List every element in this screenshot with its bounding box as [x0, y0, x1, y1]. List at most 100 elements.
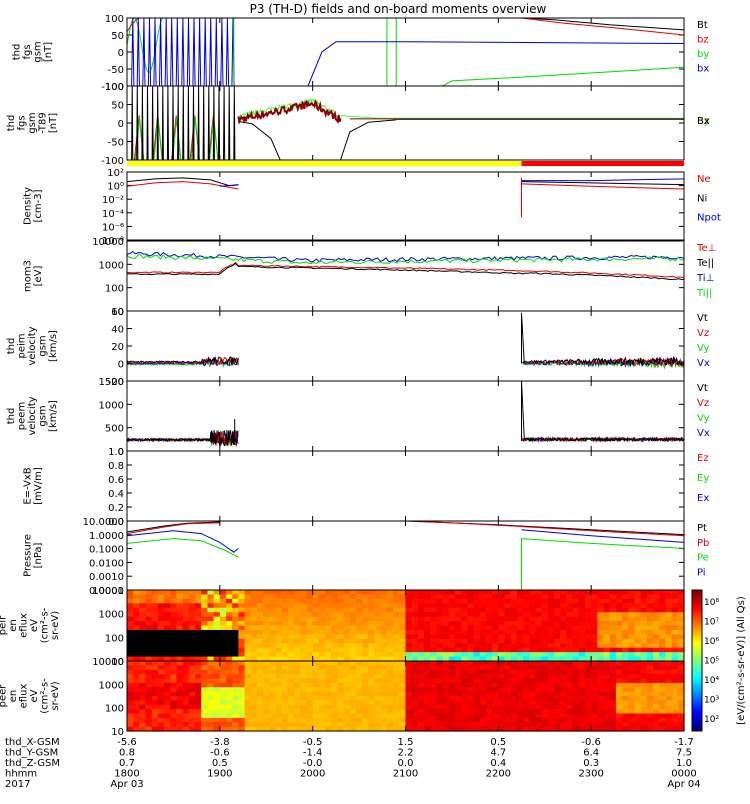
spectrogram-cell	[523, 638, 530, 644]
spectrogram-cell	[547, 603, 555, 609]
spectrogram-cell	[597, 696, 605, 701]
spectrogram-cell	[368, 590, 376, 596]
spectrogram-cell	[238, 682, 246, 688]
spectrogram-cell	[547, 594, 555, 600]
spectrogram-cell	[275, 669, 283, 675]
spectrogram-cell	[529, 647, 537, 653]
spectrogram-cell	[269, 661, 277, 666]
spectrogram-cell	[455, 691, 462, 697]
spectrogram-cell	[263, 607, 270, 613]
spectrogram-cell	[188, 652, 196, 658]
spectrogram-cell	[417, 717, 425, 723]
spectrogram-cell	[219, 603, 227, 609]
spectrogram-cell	[349, 717, 357, 723]
spectrogram-cell	[380, 656, 388, 662]
spectrogram-cell	[640, 625, 648, 631]
spectrogram-cell	[646, 713, 654, 719]
spectrogram-cell	[492, 678, 499, 684]
spectrogram-cell	[572, 717, 580, 723]
spectrogram-cell	[498, 717, 506, 723]
spectrogram-cell	[256, 700, 264, 706]
spectrogram-cell	[362, 704, 369, 710]
spectrogram-cell	[591, 625, 598, 631]
spectrogram-cell	[622, 647, 629, 653]
spectrogram-cell	[609, 674, 617, 680]
spectrogram-cell	[665, 704, 673, 710]
y-axis-label-line: Density	[23, 187, 34, 225]
spectrogram-cell	[188, 704, 196, 710]
spectrogram-cell	[238, 634, 246, 640]
spectrogram-cell	[424, 607, 431, 613]
spectrogram-cell	[554, 674, 561, 680]
spectrogram-cell	[516, 638, 524, 644]
spectrogram-cell	[591, 674, 598, 680]
spectrogram-cell	[659, 687, 667, 693]
legend-vz: Vz	[697, 398, 709, 409]
colorbar-cell	[692, 646, 702, 650]
spectrogram-cell	[145, 717, 153, 723]
spectrogram-cell	[417, 661, 425, 666]
spectrogram-cell	[232, 625, 239, 631]
spectrogram-cell	[133, 696, 140, 701]
spectrogram-cell	[287, 643, 295, 649]
spectrogram-cell	[250, 652, 258, 658]
spectrogram-cell	[393, 616, 400, 622]
spectrogram-cell	[127, 612, 134, 618]
spectrogram-cell	[516, 634, 524, 640]
spectrogram-cell	[591, 726, 598, 732]
spectrogram-cell	[504, 616, 512, 622]
spectrogram-cell	[554, 726, 561, 732]
spectrogram-cell	[504, 612, 512, 618]
axis-row-value: -0.6	[210, 748, 230, 759]
spectrogram-cell	[455, 704, 462, 710]
spectrogram-cell	[467, 669, 475, 675]
spectrogram-cell	[195, 665, 202, 671]
spectrogram-cell	[591, 678, 598, 684]
spectrogram-cell	[380, 665, 388, 671]
spectrogram-cell	[541, 643, 549, 649]
spectrogram-cell	[622, 691, 629, 697]
spectrogram-cell	[485, 647, 493, 653]
spectrogram-cell	[219, 722, 227, 728]
spectrogram-cell	[281, 638, 289, 644]
spectrogram-cell	[529, 629, 537, 635]
spectrogram-cell	[219, 661, 227, 666]
spectrogram-cell	[560, 603, 568, 609]
spectrogram-cell	[325, 704, 332, 710]
spectrogram-cell	[250, 647, 258, 653]
spectrogram-cell	[653, 590, 660, 596]
spectrogram-cell	[139, 678, 147, 684]
y-axis-label-line: Pressure	[23, 534, 34, 577]
spectrogram-cell	[653, 674, 660, 680]
spectrogram-cell	[411, 621, 419, 627]
spectrogram-cell	[597, 652, 605, 658]
spectrogram-cell	[300, 717, 308, 723]
spectrogram-cell	[665, 616, 673, 622]
spectrogram-cell	[127, 590, 134, 596]
spectrogram-cell	[207, 652, 215, 658]
spectrogram-cell	[529, 625, 537, 631]
spectrogram-cell	[609, 603, 617, 609]
spectrogram-cell	[232, 691, 239, 697]
spectrogram-cell	[566, 612, 574, 618]
spectrogram-cell	[256, 621, 264, 627]
spectrogram-cell	[374, 678, 382, 684]
spectrogram-cell	[393, 682, 400, 688]
colorbar-cell	[692, 655, 702, 659]
spectrogram-cell	[467, 682, 475, 688]
spectrogram-cell	[424, 634, 431, 640]
spectrogram-cell	[485, 621, 493, 627]
spectrogram-cell	[238, 665, 246, 671]
spectrogram-cell	[213, 682, 221, 688]
legend-vz: Vz	[697, 328, 709, 339]
y-tick-label: 10⁻⁴	[102, 209, 124, 220]
panel-frame	[126, 171, 685, 241]
spectrogram-cell	[374, 643, 382, 649]
spectrogram-cell	[201, 722, 209, 728]
spectrogram-cell	[436, 726, 444, 732]
spectrogram-cell	[201, 616, 209, 622]
spectrogram-cell	[386, 669, 394, 675]
spectrogram-cell	[176, 590, 184, 596]
spectrogram-cell	[287, 652, 295, 658]
spectrogram-cell	[182, 726, 190, 732]
